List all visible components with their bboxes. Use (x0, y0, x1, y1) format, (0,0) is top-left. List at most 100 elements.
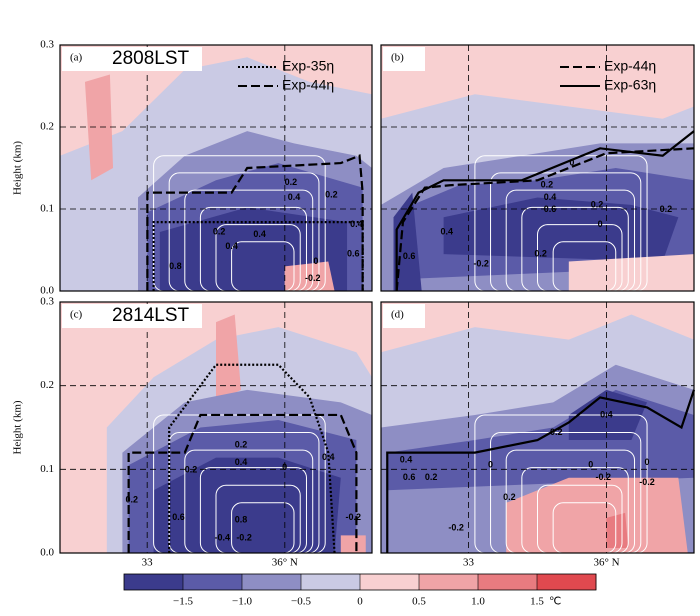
colorbar-swatch (124, 574, 184, 590)
colorbar-tick-label: −0.5 (291, 596, 311, 608)
contour-label: 0.8 (169, 261, 182, 271)
boundary-line (386, 389, 696, 553)
x-tick-label: 36° N (593, 557, 619, 569)
colorbar-swatch (360, 574, 420, 590)
colorbar-swatch (537, 574, 597, 590)
panel-frame (380, 301, 695, 554)
contour-label: 0 (488, 460, 493, 470)
legend-label: Exp-44η (604, 58, 656, 74)
panel-label: (b) (391, 52, 404, 64)
x-tick-label: 33 (142, 557, 154, 569)
contour-label: -0.2 (346, 512, 362, 522)
contour-label: 0.4 (544, 192, 557, 202)
contour-label: 0 (588, 460, 593, 470)
time-label: 2808LST (112, 48, 190, 69)
contour-label: 0 (598, 219, 603, 229)
contour-label: 0.6 (172, 512, 185, 522)
contour-label: 0.2 (185, 465, 198, 475)
contour-label: 0.6 (403, 251, 416, 261)
colorbar-swatch (478, 574, 538, 590)
contour-label: 0.2 (534, 248, 547, 258)
x-tick-label: 33 (463, 557, 475, 569)
colorbar-swatch (183, 574, 243, 590)
contour-label: 0.4 (322, 452, 335, 462)
y-tick-label: 0.2 (40, 379, 54, 391)
contour-label: -0.2 (236, 532, 252, 542)
colorbar-tick-label: 1.5 (530, 596, 544, 608)
contour-label: 0.2 (541, 180, 554, 190)
colorbar-tick-label: −1.0 (232, 596, 252, 608)
colorbar-swatch (242, 574, 302, 590)
contour-label: 0.2 (213, 226, 226, 236)
contour-label: 0.8 (235, 515, 248, 525)
contour-label: -0.2 (639, 477, 655, 487)
label-box (62, 47, 202, 71)
contour-label: -0.2 (473, 258, 489, 268)
y-tick-label: 0.1 (40, 203, 54, 215)
x-tick-label: 36° N (272, 557, 298, 569)
contour-label: 0.2 (126, 495, 139, 505)
contour-label: 0.4 (600, 409, 613, 419)
legend-label: Exp-44η (282, 77, 334, 93)
contour-label: 0.2 (425, 472, 438, 482)
contour-label: 0.4 (253, 229, 266, 239)
contour-label: 0 (282, 462, 287, 472)
boundary-line (395, 147, 695, 292)
y-axis-label: Height (km) (12, 141, 24, 195)
label-box (383, 47, 425, 71)
contour-label: 0.2 (550, 427, 563, 437)
contour-label: 0.6 (347, 248, 360, 258)
colorbar-tick-label: 1.0 (471, 596, 485, 608)
contour-label: 0.4 (350, 219, 363, 229)
contour-label: 0.2 (325, 189, 338, 199)
panel-frame (59, 301, 373, 554)
colorbar-swatch (419, 574, 479, 590)
field-region (443, 197, 679, 262)
panel-frame (380, 44, 695, 292)
contour-label: 0.2 (660, 204, 673, 214)
field-region (393, 192, 422, 291)
field-region (284, 261, 335, 291)
boundary-line (127, 413, 358, 553)
label-box (383, 304, 425, 328)
contour-label: 0.6 (544, 204, 557, 214)
field-region (568, 254, 694, 291)
colorbar-tick-label: 0.5 (412, 596, 426, 608)
boundary-line (152, 221, 364, 291)
contour-label: 0.2 (503, 492, 516, 502)
contour-label: 0 (645, 457, 650, 467)
boundary-line (146, 154, 364, 291)
contour-label: -0.2 (305, 273, 321, 283)
contour-label: 0.6 (403, 472, 416, 482)
contour-label: 0.2 (591, 199, 604, 209)
colorbar-unit: ℃ (549, 596, 561, 608)
legend-label: Exp-63η (604, 77, 656, 93)
y-tick-label: 0.3 (40, 39, 54, 51)
contour-label: 0.2 (235, 439, 248, 449)
y-tick-label: 0.2 (40, 121, 54, 133)
field-region (84, 74, 114, 181)
panel-label: (a) (70, 52, 83, 64)
contour-label: 0.4 (225, 241, 238, 251)
contour-label: 0.4 (400, 455, 413, 465)
contour-label: 0 (569, 157, 574, 167)
y-tick-label: 0.1 (40, 463, 54, 475)
contour-label: -0.2 (595, 472, 611, 482)
contour-label: -0.4 (214, 532, 230, 542)
field-region (216, 314, 241, 403)
y-tick-label: 0.0 (40, 547, 54, 559)
time-label: 2814LST (112, 305, 190, 326)
field-region (340, 535, 366, 553)
boundary-line (395, 130, 695, 291)
y-axis-label: Height (km) (12, 400, 24, 454)
boundary-line (168, 363, 336, 554)
field-region (606, 512, 629, 548)
contour-label: 0.4 (235, 457, 248, 467)
label-box (62, 304, 202, 328)
colorbar-tick-label: −1.5 (173, 596, 193, 608)
colorbar-tick-label: 0 (357, 596, 363, 608)
contour-label: 0.2 (285, 177, 298, 187)
contour-label: -0.2 (448, 522, 464, 532)
contour-label: 0.4 (288, 192, 301, 202)
